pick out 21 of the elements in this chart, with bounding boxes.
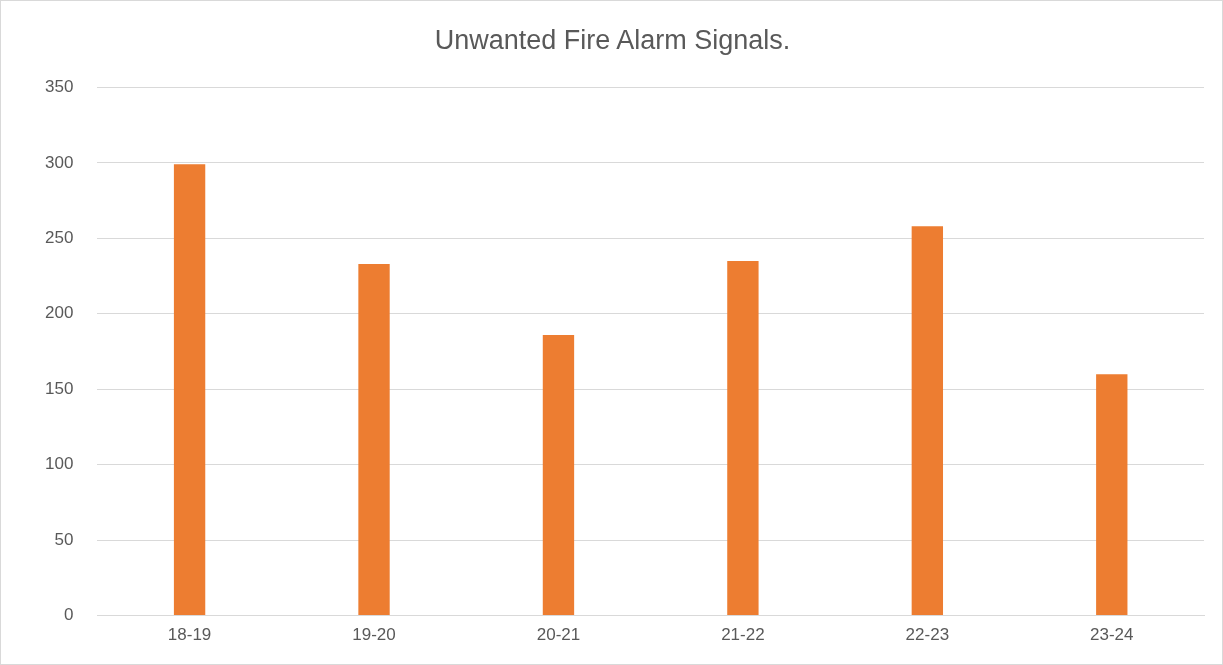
x-tick-label: 18-19 bbox=[167, 625, 212, 645]
x-tick-label: 22-23 bbox=[905, 625, 950, 645]
y-tick-label: 150 bbox=[44, 378, 74, 398]
y-tick-label: 250 bbox=[44, 228, 74, 247]
bar bbox=[542, 334, 575, 616]
bar bbox=[358, 263, 390, 616]
y-tick-label: 50 bbox=[54, 529, 74, 549]
y-tick-label: 350 bbox=[44, 77, 74, 97]
y-tick-label: 300 bbox=[44, 152, 74, 172]
y-tick-label: 200 bbox=[44, 303, 74, 323]
x-tick-label: 23-24 bbox=[1090, 625, 1134, 645]
bar bbox=[173, 164, 206, 616]
x-tick-label: 20-21 bbox=[536, 625, 581, 645]
y-tick-label: 100 bbox=[44, 454, 74, 474]
chart-title: Unwanted Fire Alarm Signals. bbox=[434, 24, 791, 55]
y-tick-label: 0 bbox=[63, 605, 74, 625]
x-tick-label: 21-22 bbox=[721, 625, 765, 645]
bar bbox=[911, 226, 944, 616]
bar bbox=[1096, 374, 1128, 616]
x-tick-label: 19-20 bbox=[352, 625, 396, 645]
bar bbox=[727, 260, 759, 616]
